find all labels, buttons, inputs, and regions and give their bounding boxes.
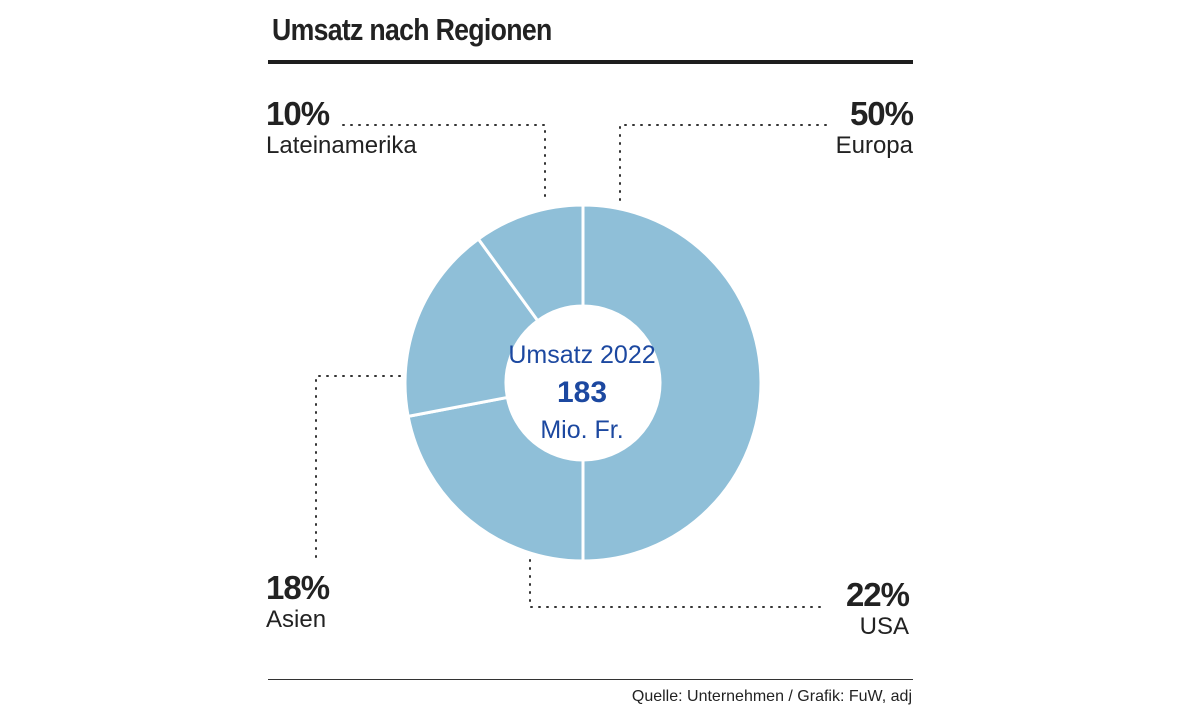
leader-line-asien (315, 375, 401, 561)
slice-europa (581, 203, 763, 563)
leader-lines (315, 124, 829, 608)
leader-line-europa (619, 124, 829, 201)
name-usa: USA (859, 613, 909, 640)
pct-lateinamerika: 10% (266, 95, 330, 132)
source-note: Quelle: Unternehmen / Grafik: FuW, adj (631, 688, 912, 705)
name-asien: Asien (266, 606, 327, 633)
center-label-title: Umsatz 2022 (508, 341, 655, 369)
center-label-value: 183 (557, 376, 607, 409)
pct-europa: 50% (849, 95, 914, 132)
slice-usa (406, 395, 585, 563)
title-rule (268, 60, 913, 64)
leader-line-usa (529, 559, 823, 608)
leader-line-lateinamerika (342, 124, 546, 201)
pct-usa: 22% (845, 576, 910, 613)
chart-title: Umsatz nach Regionen (272, 12, 552, 47)
label-lateinamerika: 10% Lateinamerika (266, 97, 417, 158)
slices-group (403, 203, 763, 563)
center-label-unit: Mio. Fr. (540, 416, 623, 444)
label-asien: 18% Asien (266, 569, 330, 633)
label-europa: 50% Europa (835, 95, 914, 159)
footer-rule (268, 679, 913, 680)
label-usa: 22% USA (845, 576, 910, 640)
pct-asien: 18% (266, 569, 330, 606)
name-lateinamerika: Lateinamerika (266, 132, 417, 159)
slice-asien (403, 236, 540, 419)
name-europa: Europa (835, 132, 913, 159)
slice-lateinamerika (476, 203, 585, 323)
